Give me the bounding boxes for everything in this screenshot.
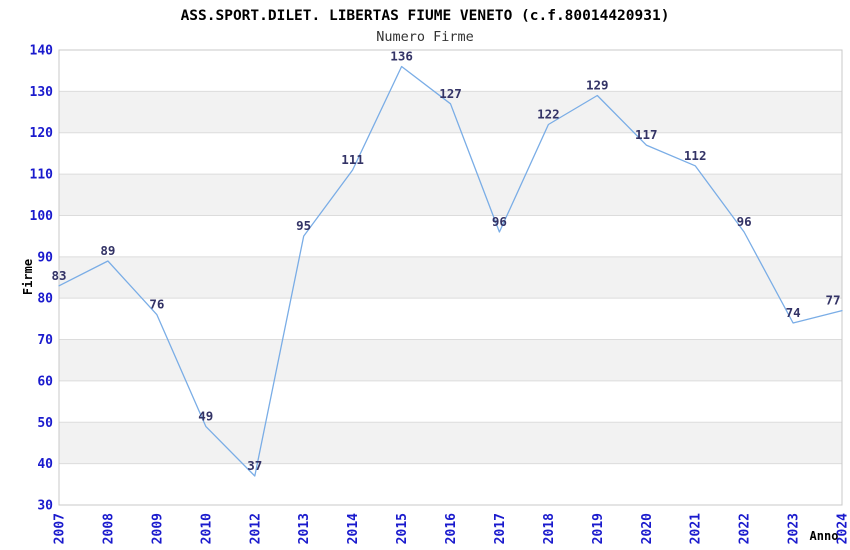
value-label: 95 xyxy=(296,218,311,233)
value-label: 136 xyxy=(390,49,413,64)
value-label: 117 xyxy=(635,127,658,142)
value-label-group: 83 89 76 49 37 95 111 136 127 96 122 129 117 112 96 74 7… xyxy=(51,49,840,474)
x-tick-label: 2008 xyxy=(101,513,116,544)
x-tick-label: 2021 xyxy=(689,513,704,544)
x-tick-label: 2010 xyxy=(199,513,214,544)
x-tick-label: 2015 xyxy=(395,513,410,544)
band xyxy=(59,91,842,133)
y-tick-label: 130 xyxy=(30,85,54,100)
value-label: 49 xyxy=(198,408,213,423)
value-label: 96 xyxy=(737,214,752,229)
y-tick-label: 90 xyxy=(37,250,53,265)
x-tick-label: 2014 xyxy=(346,513,361,544)
x-tick-label: 2022 xyxy=(738,513,753,544)
gridline-group xyxy=(59,90,842,465)
band xyxy=(59,174,842,216)
x-tick-label: 2017 xyxy=(493,513,508,544)
value-label: 83 xyxy=(51,268,66,283)
y-axis-title: Firme xyxy=(21,259,35,295)
series-line xyxy=(58,65,843,477)
band xyxy=(59,256,842,299)
y-tick-label: 30 xyxy=(37,499,53,514)
band xyxy=(59,339,842,381)
band xyxy=(59,422,842,464)
y-tick-label: 110 xyxy=(30,168,54,183)
series-group xyxy=(58,65,843,477)
value-label: 74 xyxy=(786,305,801,320)
value-label: 127 xyxy=(439,86,462,101)
value-label: 122 xyxy=(537,107,560,122)
y-tick-label: 140 xyxy=(30,44,54,59)
x-tick-label: 2024 xyxy=(836,513,850,544)
y-tick-label: 60 xyxy=(37,374,53,389)
value-label: 37 xyxy=(247,458,262,473)
band-group xyxy=(59,91,842,464)
x-tick-label: 2007 xyxy=(53,513,68,544)
x-tick-label: 2012 xyxy=(248,513,263,544)
value-label: 129 xyxy=(586,78,609,93)
value-label: 76 xyxy=(149,297,164,312)
y-tick-label: 50 xyxy=(37,416,53,431)
y-tick-label: 70 xyxy=(37,333,53,348)
value-label: 96 xyxy=(492,214,507,229)
x-tick-label: 2009 xyxy=(150,513,165,544)
x-tick-label: 2016 xyxy=(444,513,459,544)
x-tick-label: 2013 xyxy=(297,513,312,544)
x-tick-label: 2018 xyxy=(542,513,557,544)
y-tick-label: 40 xyxy=(37,457,53,472)
chart-subtitle: Numero Firme xyxy=(376,29,474,45)
x-tick-label: 2023 xyxy=(787,513,802,544)
value-label: 89 xyxy=(100,243,115,258)
x-axis-title: Anno xyxy=(810,529,839,543)
value-label: 112 xyxy=(684,148,707,163)
axis-group: 30 40 50 60 70 80 90 100 110 120 130 140 2007 2008 200… xyxy=(30,44,850,545)
y-tick-label: 120 xyxy=(30,126,54,141)
x-tick-label: 2020 xyxy=(640,513,655,544)
value-label: 111 xyxy=(341,152,364,167)
y-tick-label: 100 xyxy=(30,209,54,224)
y-tick-label: 80 xyxy=(37,292,53,307)
x-tick-label: 2019 xyxy=(591,513,606,544)
plot-border xyxy=(58,49,843,506)
value-label: 77 xyxy=(825,293,840,308)
chart-title: ASS.SPORT.DILET. LIBERTAS FIUME VENETO (… xyxy=(181,8,670,24)
